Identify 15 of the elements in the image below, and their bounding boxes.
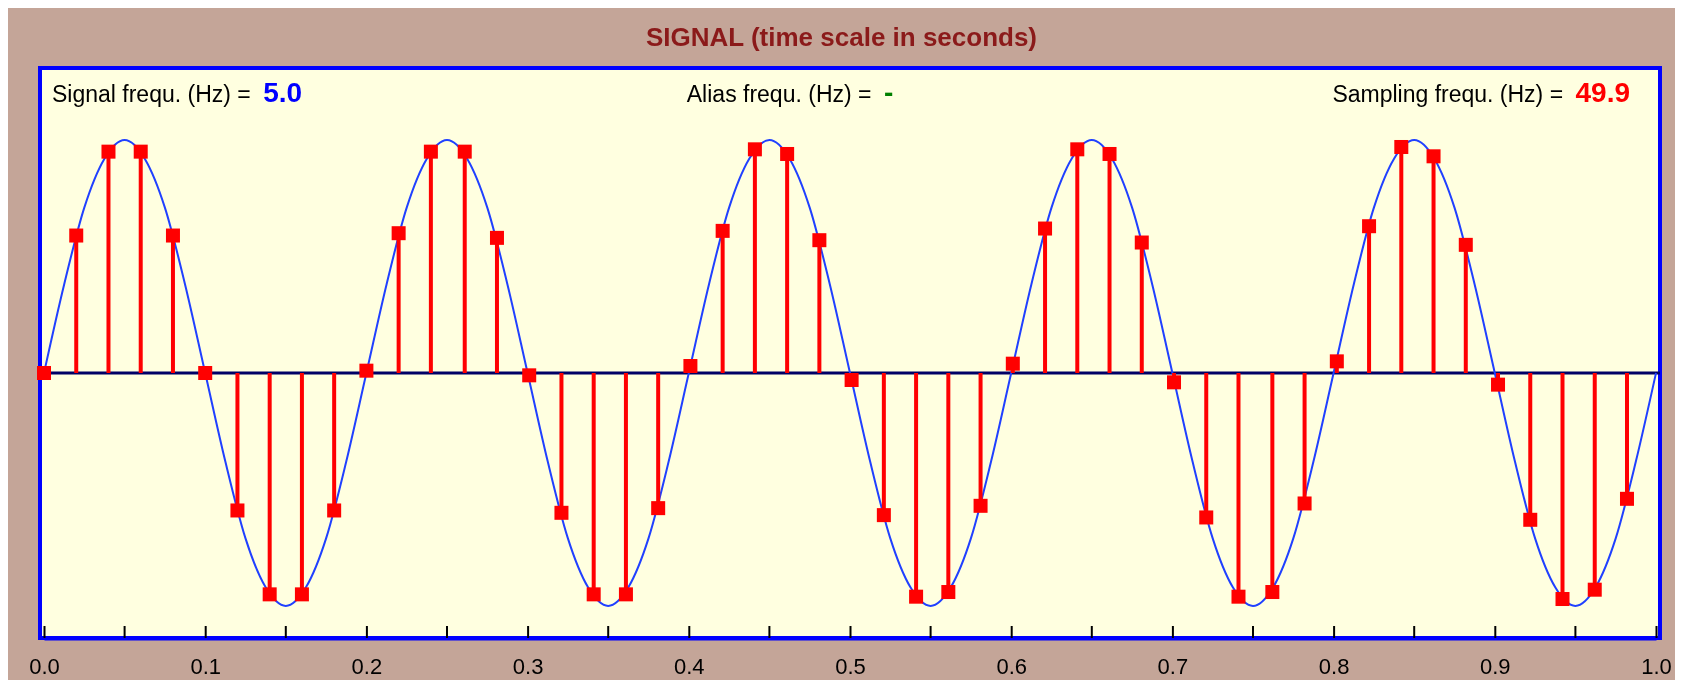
text: Alias frequ. (Hz) = -: [686, 77, 894, 108]
text: Sampling frequ. (Hz) = 49.9: [1332, 77, 1630, 108]
x-tick-label: 0.4: [674, 653, 705, 679]
x-tick-label: 0.7: [1157, 653, 1189, 679]
x-tick-label: 0.9: [1480, 653, 1511, 679]
text: Signal frequ. (Hz) = 5.0: [52, 77, 303, 108]
x-tick-label: 0.1: [190, 653, 221, 679]
x-tick-label: 0.0: [29, 653, 60, 679]
x-tick-label: 0.8: [1318, 653, 1350, 679]
x-tick-label: 0.6: [996, 653, 1027, 679]
x-tick-label: 0.3: [512, 653, 544, 679]
x-tick-label: 0.2: [351, 653, 383, 679]
x-tick-label: 0.5: [835, 653, 866, 679]
chart-title: SIGNAL (time scale in seconds): [645, 22, 1038, 52]
x-tick-label: 1.0: [1641, 653, 1672, 679]
